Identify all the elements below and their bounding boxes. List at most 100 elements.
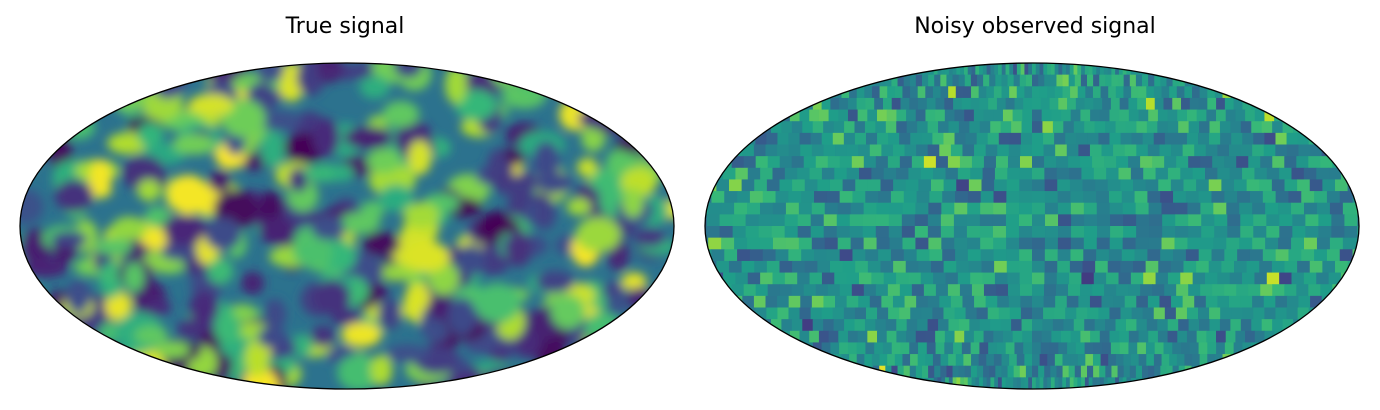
noisy-signal-cell	[1096, 237, 1111, 250]
noisy-signal-cell	[954, 237, 968, 250]
noisy-signal-cell	[737, 191, 751, 204]
noisy-signal-cell	[956, 179, 970, 192]
noisy-signal-cell	[1043, 63, 1048, 76]
true-signal-blob	[337, 354, 382, 389]
noisy-signal-cell	[894, 86, 904, 99]
true-signal-blob	[299, 63, 329, 92]
noisy-signal-cell	[852, 191, 866, 204]
true-signal-blob	[175, 372, 212, 389]
noisy-signal-cell	[960, 63, 965, 76]
noisy-signal-cell	[1227, 214, 1241, 227]
noisy-signal-cell	[1122, 202, 1137, 215]
noisy-signal-cell	[916, 144, 929, 157]
noisy-signal-cell	[1062, 354, 1071, 367]
noisy-signal-cell	[1216, 330, 1227, 344]
noisy-signal-cell	[799, 109, 810, 122]
noisy-signal-cell	[1007, 272, 1021, 285]
noisy-signal-cell	[896, 167, 910, 181]
noisy-signal-cell	[1040, 342, 1051, 355]
noisy-signal-cell	[1159, 144, 1172, 157]
noisy-signal-cell	[1039, 86, 1048, 99]
noisy-signal-cell	[1207, 97, 1217, 111]
true-signal-blob	[588, 63, 621, 87]
noisy-signal-cell	[1196, 330, 1207, 344]
noisy-signal-cell	[706, 214, 721, 227]
noisy-signal-cell	[1019, 167, 1033, 181]
noisy-signal-cell	[775, 249, 789, 262]
noisy-signal-cell	[952, 377, 958, 389]
noisy-signal-cell	[1308, 156, 1321, 169]
noisy-signal-cell	[1109, 330, 1120, 344]
noisy-signal-cell	[1136, 144, 1149, 157]
noisy-signal-cell	[1024, 86, 1033, 99]
noisy-signal-cell	[1236, 284, 1249, 297]
noisy-signal-cell	[1230, 319, 1242, 332]
noisy-signal-cell	[983, 74, 990, 87]
noisy-signal-cell	[953, 226, 968, 239]
noisy-signal-cell	[1240, 214, 1254, 227]
noisy-signal-cell	[983, 109, 994, 122]
noisy-signal-cell	[1020, 377, 1026, 389]
noisy-signal-cell	[1249, 249, 1264, 262]
noisy-signal-cell	[906, 319, 918, 332]
noisy-signal-cell	[1089, 295, 1103, 309]
noisy-signal-cell	[847, 342, 858, 355]
noisy-signal-cell	[1254, 330, 1266, 344]
noisy-signal-cell	[963, 377, 969, 389]
noisy-signal-cell	[1057, 260, 1071, 274]
noisy-signal-cell	[927, 144, 940, 157]
noisy-signal-cell	[1133, 179, 1147, 192]
noisy-signal-cell	[1080, 365, 1088, 378]
true-signal-blob	[20, 285, 45, 325]
noisy-signal-cell	[858, 295, 871, 309]
noisy-signal-cell	[1145, 260, 1159, 274]
noisy-signal-cell	[995, 284, 1009, 297]
true-signal-blob	[46, 347, 71, 379]
noisy-signal-cell	[1235, 330, 1246, 344]
noisy-signal-cell	[864, 319, 876, 332]
true-signal-blob	[532, 141, 560, 180]
true-signal-blob	[642, 94, 664, 127]
noisy-signal-cell	[846, 167, 860, 181]
noisy-signal-cell	[979, 226, 994, 239]
noisy-signal-cell	[995, 156, 1009, 169]
noisy-signal-cell	[784, 214, 799, 227]
noisy-signal-cell	[1326, 191, 1341, 204]
noisy-signal-cell	[863, 156, 877, 169]
noisy-signal-cell	[910, 132, 922, 146]
noisy-signal-cell	[983, 284, 997, 297]
noisy-signal-cell	[1314, 191, 1328, 204]
noisy-signal-cell	[1230, 121, 1242, 134]
noisy-signal-cell	[926, 342, 937, 355]
true-signal-blob	[445, 65, 467, 105]
noisy-signal-cell	[1264, 307, 1277, 320]
noisy-signal-cell	[1106, 272, 1120, 285]
noisy-signal-cell	[1196, 260, 1210, 274]
true-signal-blob	[23, 258, 69, 278]
true-signal-blob	[481, 211, 513, 234]
noisy-signal-cell	[902, 86, 911, 99]
noisy-signal-cell	[947, 156, 961, 169]
noisy-signal-cell	[1234, 179, 1248, 192]
true-signal-blob	[366, 148, 402, 174]
noisy-signal-cell	[1161, 237, 1176, 250]
noisy-signal-cell	[1018, 214, 1033, 227]
noisy-signal-cell	[863, 202, 878, 215]
noisy-signal-cell	[1184, 86, 1193, 99]
noisy-signal-cell	[1154, 74, 1161, 87]
noisy-signal-cell	[1020, 307, 1033, 320]
noisy-signal-cell	[1087, 74, 1094, 87]
noisy-signal-cell	[893, 260, 907, 274]
noisy-signal-cell	[779, 179, 793, 192]
noisy-signal-cell	[754, 260, 768, 274]
noisy-signal-cell	[1070, 86, 1079, 99]
noisy-signal-cell	[877, 307, 889, 320]
noisy-signal-cell	[865, 307, 878, 320]
noisy-signal-cell	[1093, 97, 1103, 111]
noisy-signal-cell	[1335, 179, 1349, 192]
true-signal-blob	[167, 175, 210, 215]
noisy-signal-cell	[1020, 63, 1026, 76]
noisy-signal-cell	[1162, 226, 1176, 239]
noisy-signal-cell	[916, 191, 931, 204]
noisy-signal-cell	[1032, 63, 1037, 76]
